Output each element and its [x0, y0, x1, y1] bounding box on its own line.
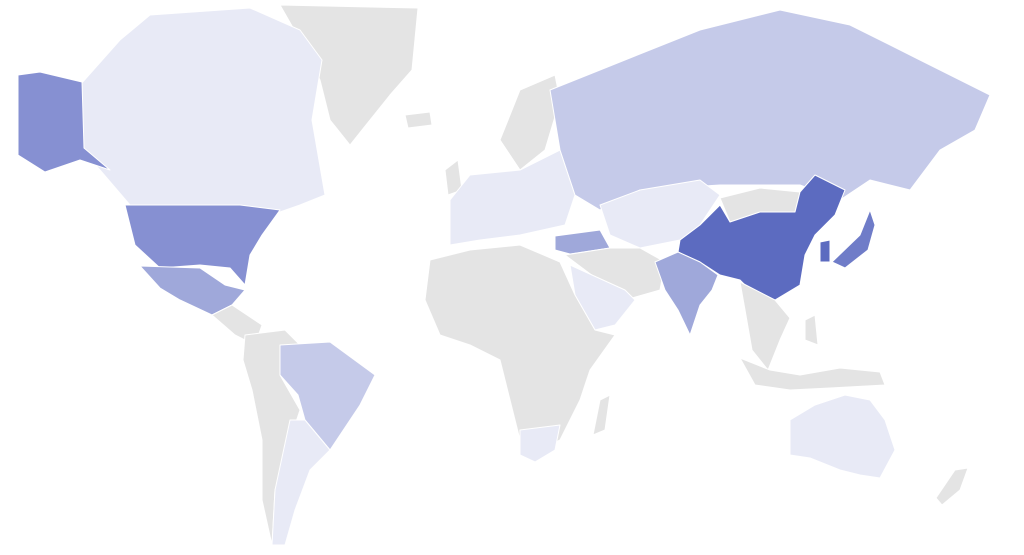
region-europe[interactable]: [449, 149, 576, 246]
region-usa[interactable]: [124, 204, 281, 286]
region-russia[interactable]: [549, 9, 991, 211]
region-south-africa[interactable]: [519, 424, 561, 463]
region-indonesia[interactable]: [739, 357, 886, 391]
region-madagascar[interactable]: [592, 394, 611, 436]
region-africa[interactable]: [424, 244, 616, 451]
region-southern-cone[interactable]: [271, 419, 331, 546]
region-canada[interactable]: [79, 7, 326, 213]
region-india[interactable]: [654, 251, 719, 336]
region-alaska[interactable]: [17, 71, 111, 173]
region-iceland[interactable]: [404, 111, 433, 129]
region-japan[interactable]: [831, 209, 876, 269]
region-philippines[interactable]: [804, 314, 819, 346]
region-new-zealand[interactable]: [935, 467, 969, 506]
region-southeast-asia[interactable]: [739, 281, 791, 371]
region-australia[interactable]: [789, 394, 896, 479]
region-korea[interactable]: [819, 239, 831, 263]
region-china[interactable]: [677, 174, 846, 301]
